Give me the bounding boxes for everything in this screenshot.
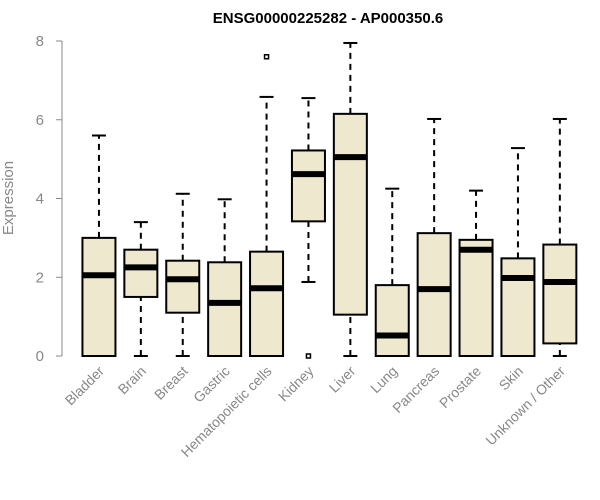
iqr-box	[500, 257, 536, 358]
x-tick-label: Pancreas	[389, 363, 442, 416]
iqr-box	[123, 248, 159, 298]
iqr-box	[458, 238, 494, 357]
iqr-box	[374, 284, 410, 357]
x-tick-label: Prostate	[436, 363, 484, 411]
x-tick-label: Breast	[151, 363, 191, 403]
x-tick-label: Kidney	[275, 363, 317, 405]
box-gastric	[207, 198, 243, 358]
box-hematopoietic-cells	[249, 54, 285, 357]
x-tick-label: Bladder	[62, 363, 108, 409]
x-tick-label: Unknown / Other	[482, 363, 568, 449]
iqr-box	[249, 250, 285, 357]
y-axis: 0 2 4 6 8	[36, 33, 63, 365]
box-skin	[500, 147, 536, 358]
box-unknown-other	[542, 117, 578, 357]
iqr-box	[207, 261, 243, 358]
iqr-box	[332, 112, 368, 316]
x-tick-label: Lung	[367, 363, 400, 396]
y-axis-label: Expression	[0, 161, 17, 235]
outlier-point	[305, 353, 312, 359]
box-prostate	[458, 189, 494, 357]
iqr-box	[165, 259, 201, 314]
y-tick-label: 6	[36, 112, 44, 129]
outlier-point	[263, 54, 270, 60]
iqr-box	[416, 232, 452, 357]
y-tick-label: 4	[36, 191, 44, 208]
box-lung	[374, 187, 410, 357]
y-tick-label: 2	[36, 269, 44, 286]
boxes-group	[81, 41, 578, 359]
box-liver	[332, 41, 368, 357]
box-kidney	[290, 97, 326, 359]
box-bladder	[81, 134, 117, 357]
box-breast	[165, 192, 201, 357]
iqr-box	[81, 236, 117, 357]
y-tick-label: 0	[36, 348, 44, 365]
x-tick-label: Liver	[326, 363, 359, 396]
box-pancreas	[416, 117, 452, 357]
y-tick-label: 8	[36, 33, 44, 50]
box-brain	[123, 221, 159, 357]
x-tick-label: Skin	[496, 363, 527, 394]
chart-title: ENSG00000225282 - AP000350.6	[213, 10, 443, 27]
x-tick-label: Brain	[115, 363, 149, 397]
iqr-box	[542, 243, 578, 345]
iqr-box	[290, 149, 326, 223]
